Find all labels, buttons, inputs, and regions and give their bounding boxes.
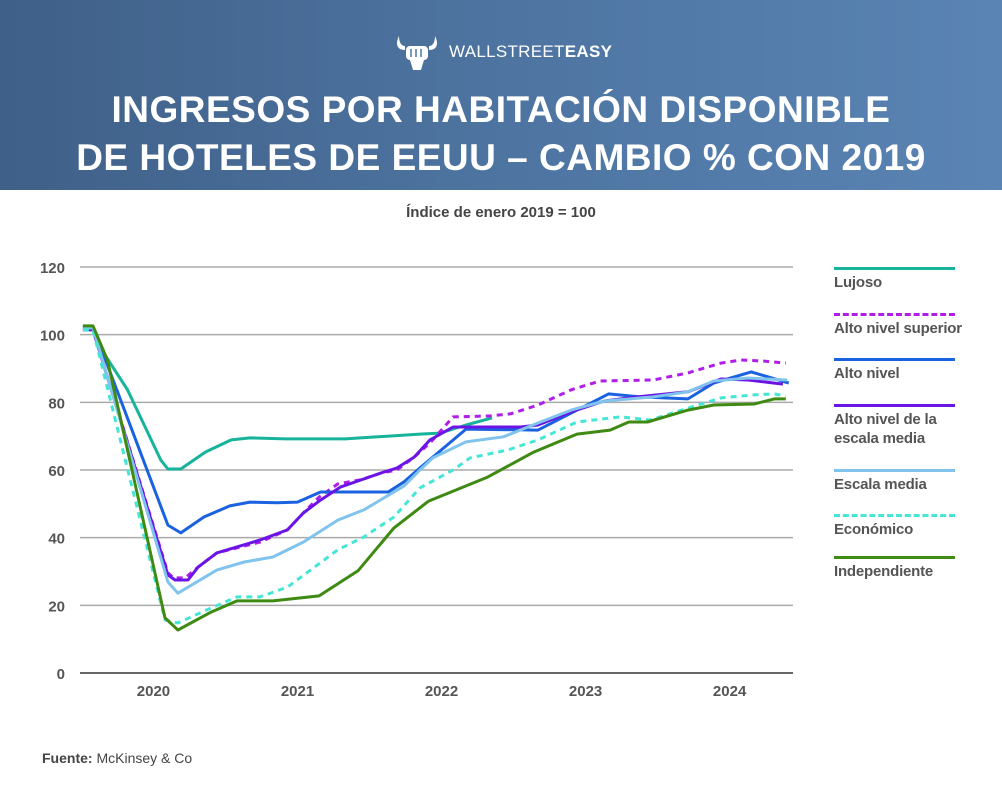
x-tick-label: 2023 (569, 683, 602, 700)
title-line-1: INGRESOS POR HABITACIÓN DISPONIBLE (111, 89, 891, 130)
y-tick-label: 80 (48, 395, 65, 412)
y-tick-label: 60 (48, 463, 65, 480)
source-value: McKinsey & Co (96, 750, 193, 766)
logo-text-light: WALLSTREET (449, 42, 565, 61)
x-tick-label: 2020 (137, 683, 170, 700)
legend-label: Lujoso (834, 274, 882, 291)
legend-swatch (834, 404, 955, 407)
legend-swatch (834, 469, 955, 472)
legend-swatch (834, 313, 955, 316)
legend-swatch (834, 514, 955, 517)
x-tick-label: 2022 (425, 683, 458, 700)
series-line-alto-nivel-de-la-escala-media (82, 328, 784, 582)
series-line-alto-nivel (82, 325, 790, 535)
page-title: INGRESOS POR HABITACIÓN DISPONIBLE DE HO… (0, 86, 1002, 182)
legend-label: Alto nivel superior (834, 320, 962, 337)
legend-swatch (834, 267, 955, 270)
y-tick-label: 120 (40, 260, 65, 277)
y-tick-label: 20 (48, 598, 65, 615)
legend-swatch (834, 358, 955, 361)
series-line-econ-mico (82, 328, 787, 625)
legend-swatch (834, 556, 955, 559)
series-line-escala-media (82, 326, 788, 595)
legend-label: Alto nivel de la escala media (834, 411, 937, 447)
bull-fist-icon (397, 36, 437, 70)
series-line-lujoso (82, 325, 493, 471)
legend-label: Alto nivel (834, 365, 900, 382)
header-banner: WALLSTREETEASY INGRESOS POR HABITACIÓN D… (0, 0, 1002, 190)
title-line-2: DE HOTELES DE EEUU – CAMBIO % CON 2019 (76, 137, 926, 178)
source-note: Fuente: McKinsey & Co (42, 750, 192, 766)
series-line-independiente (82, 324, 786, 632)
y-tick-label: 0 (57, 666, 65, 683)
chart-subtitle: Índice de enero 2019 = 100 (406, 204, 596, 221)
logo-text: WALLSTREETEASY (449, 42, 612, 62)
legend-label: Escala media (834, 476, 927, 493)
x-tick-label: 2024 (713, 683, 747, 700)
y-tick-label: 100 (40, 328, 65, 345)
y-tick-label: 40 (48, 531, 65, 548)
legend-label: Independiente (834, 563, 934, 580)
x-tick-label: 2021 (281, 683, 314, 700)
source-label: Fuente: (42, 750, 93, 766)
legend-label: Económico (834, 521, 914, 538)
logo-text-bold: EASY (564, 42, 613, 61)
logo: WALLSTREETEASY (393, 32, 612, 72)
